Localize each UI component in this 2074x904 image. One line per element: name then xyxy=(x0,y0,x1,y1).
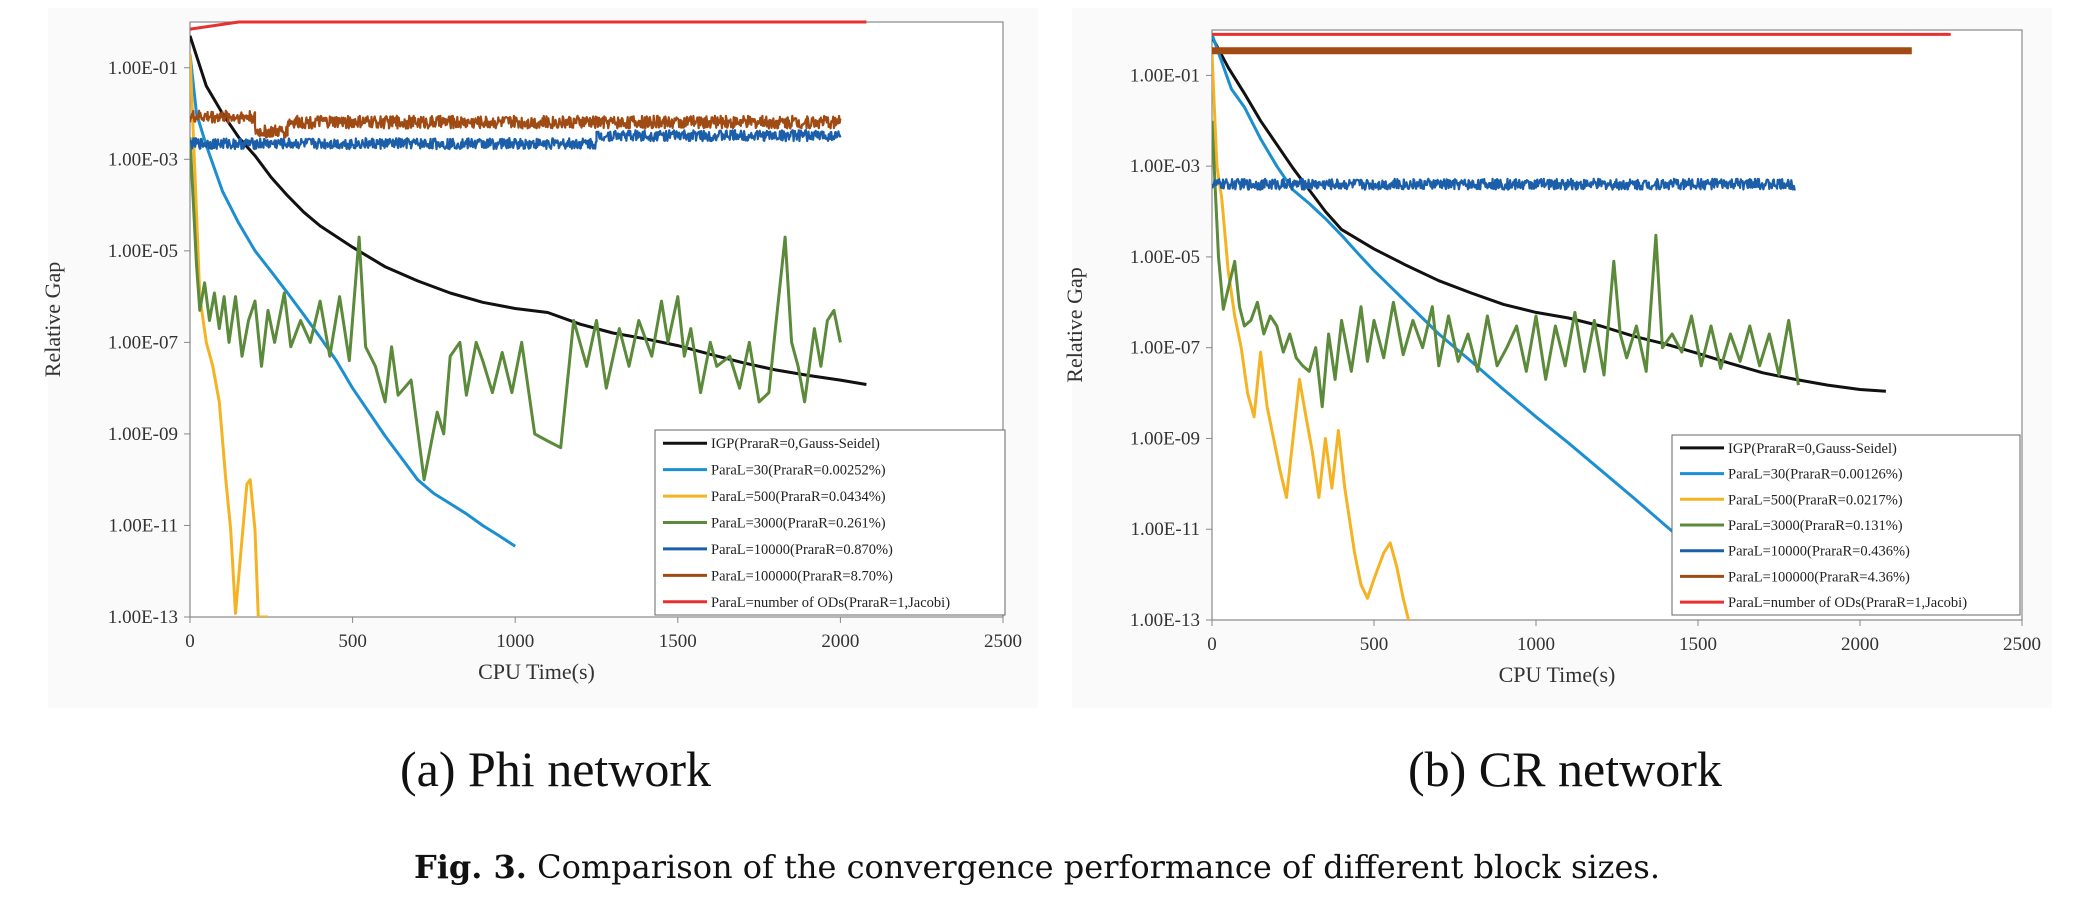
legend-entry: ParaL=500(PraraR=0.0217%) xyxy=(1728,492,1903,508)
series-line-1 xyxy=(1212,36,1886,393)
legend-entry: ParaL=3000(PraraR=0.261%) xyxy=(711,516,886,532)
series-line-4 xyxy=(190,137,842,482)
series-line-2 xyxy=(190,53,517,548)
series-line-2 xyxy=(1212,33,1719,573)
legend-entry: ParaL=100000(PraraR=4.36%) xyxy=(1728,569,1910,585)
x-tick-label: 2500 xyxy=(984,631,1022,652)
figure-caption-text: Comparison of the convergence performanc… xyxy=(537,848,1661,886)
legend-entry: ParaL=500(PraraR=0.0434%) xyxy=(711,489,886,505)
x-tick-label: 500 xyxy=(1360,634,1389,655)
y-tick-label: 1.00E-01 xyxy=(1130,65,1200,86)
series-line-3 xyxy=(1212,53,1411,620)
chart-panel-a: 0 500 1000 1500 2000 2500 1.00E-13 1.00E-11 1.00… xyxy=(40,8,1038,708)
series-line-1 xyxy=(190,35,867,386)
series-line-5 xyxy=(190,129,842,151)
legend-entry: ParaL=30(PraraR=0.00126%) xyxy=(1728,467,1903,483)
x-tick-label: 500 xyxy=(338,631,367,652)
series-line-6 xyxy=(190,109,842,139)
legend-entry: IGP(PraraR=0,Gauss-Seidel) xyxy=(1728,441,1897,457)
series-line-5 xyxy=(1212,177,1796,191)
legend-entry: ParaL=number of ODs(PraraR=1,Jacobi) xyxy=(711,595,950,611)
x-tick-label: 1000 xyxy=(496,631,534,652)
figure-label: Fig. 3. xyxy=(413,848,527,886)
x-axis-label: CPU Time(s) xyxy=(1499,662,1616,687)
x-tick-label: 0 xyxy=(1207,634,1217,655)
series-line-7 xyxy=(190,20,867,31)
x-tick-label: 1500 xyxy=(659,631,697,652)
x-tick-label: 1000 xyxy=(1517,634,1555,655)
chart-panel-b: 0 500 1000 1500 2000 2500 1.00E-13 1.00E-11 1.00… xyxy=(1062,8,2052,708)
legend-entry: ParaL=10000(PraraR=0.870%) xyxy=(711,542,893,558)
legend-entry: ParaL=100000(PraraR=8.70%) xyxy=(711,568,893,584)
y-tick-label: 1.00E-13 xyxy=(108,607,178,628)
legend-box xyxy=(1671,434,2021,616)
y-axis-label: Relative Gap xyxy=(40,262,65,377)
legend-entry: ParaL=30(PraraR=0.00252%) xyxy=(711,463,886,479)
y-tick-label: 1.00E-07 xyxy=(1130,338,1200,359)
legend-entry: ParaL=10000(PraraR=0.436%) xyxy=(1728,544,1910,560)
series-line-3 xyxy=(190,53,268,617)
y-tick-label: 1.00E-05 xyxy=(1130,247,1200,268)
legend-entry: ParaL=number of ODs(PraraR=1,Jacobi) xyxy=(1728,595,1967,611)
x-tick-label: 1500 xyxy=(1679,634,1717,655)
figure-caption: Fig. 3. Comparison of the convergence pe… xyxy=(0,848,2074,886)
series-group xyxy=(190,20,867,617)
y-tick-label: 1.00E-09 xyxy=(1130,428,1200,449)
y-tick-label: 1.00E-07 xyxy=(108,332,178,353)
legend-entry: IGP(PraraR=0,Gauss-Seidel) xyxy=(711,436,880,452)
y-tick-label: 1.00E-03 xyxy=(1130,156,1200,177)
legend-box xyxy=(654,429,1006,616)
subcaption-a: (a) Phi network xyxy=(400,741,712,797)
y-axis-label: Relative Gap xyxy=(1062,267,1087,382)
series-group xyxy=(1212,32,1951,620)
x-tick-label: 2000 xyxy=(1841,634,1879,655)
y-tick-label: 1.00E-13 xyxy=(1130,610,1200,631)
y-tick-label: 1.00E-09 xyxy=(108,424,178,445)
subcaption-b: (b) CR network xyxy=(1408,741,1722,797)
x-tick-label: 0 xyxy=(185,631,195,652)
y-tick-label: 1.00E-05 xyxy=(108,241,178,262)
y-tick-label: 1.00E-11 xyxy=(1131,519,1200,540)
y-tick-label: 1.00E-11 xyxy=(109,515,178,536)
x-axis-label: CPU Time(s) xyxy=(478,659,595,684)
x-tick-label: 2500 xyxy=(2003,634,2041,655)
y-tick-label: 1.00E-03 xyxy=(108,149,178,170)
y-tick-label: 1.00E-01 xyxy=(108,58,178,79)
series-line-4 xyxy=(1212,120,1800,409)
x-tick-label: 2000 xyxy=(821,631,859,652)
legend-entry: ParaL=3000(PraraR=0.131%) xyxy=(1728,518,1903,534)
